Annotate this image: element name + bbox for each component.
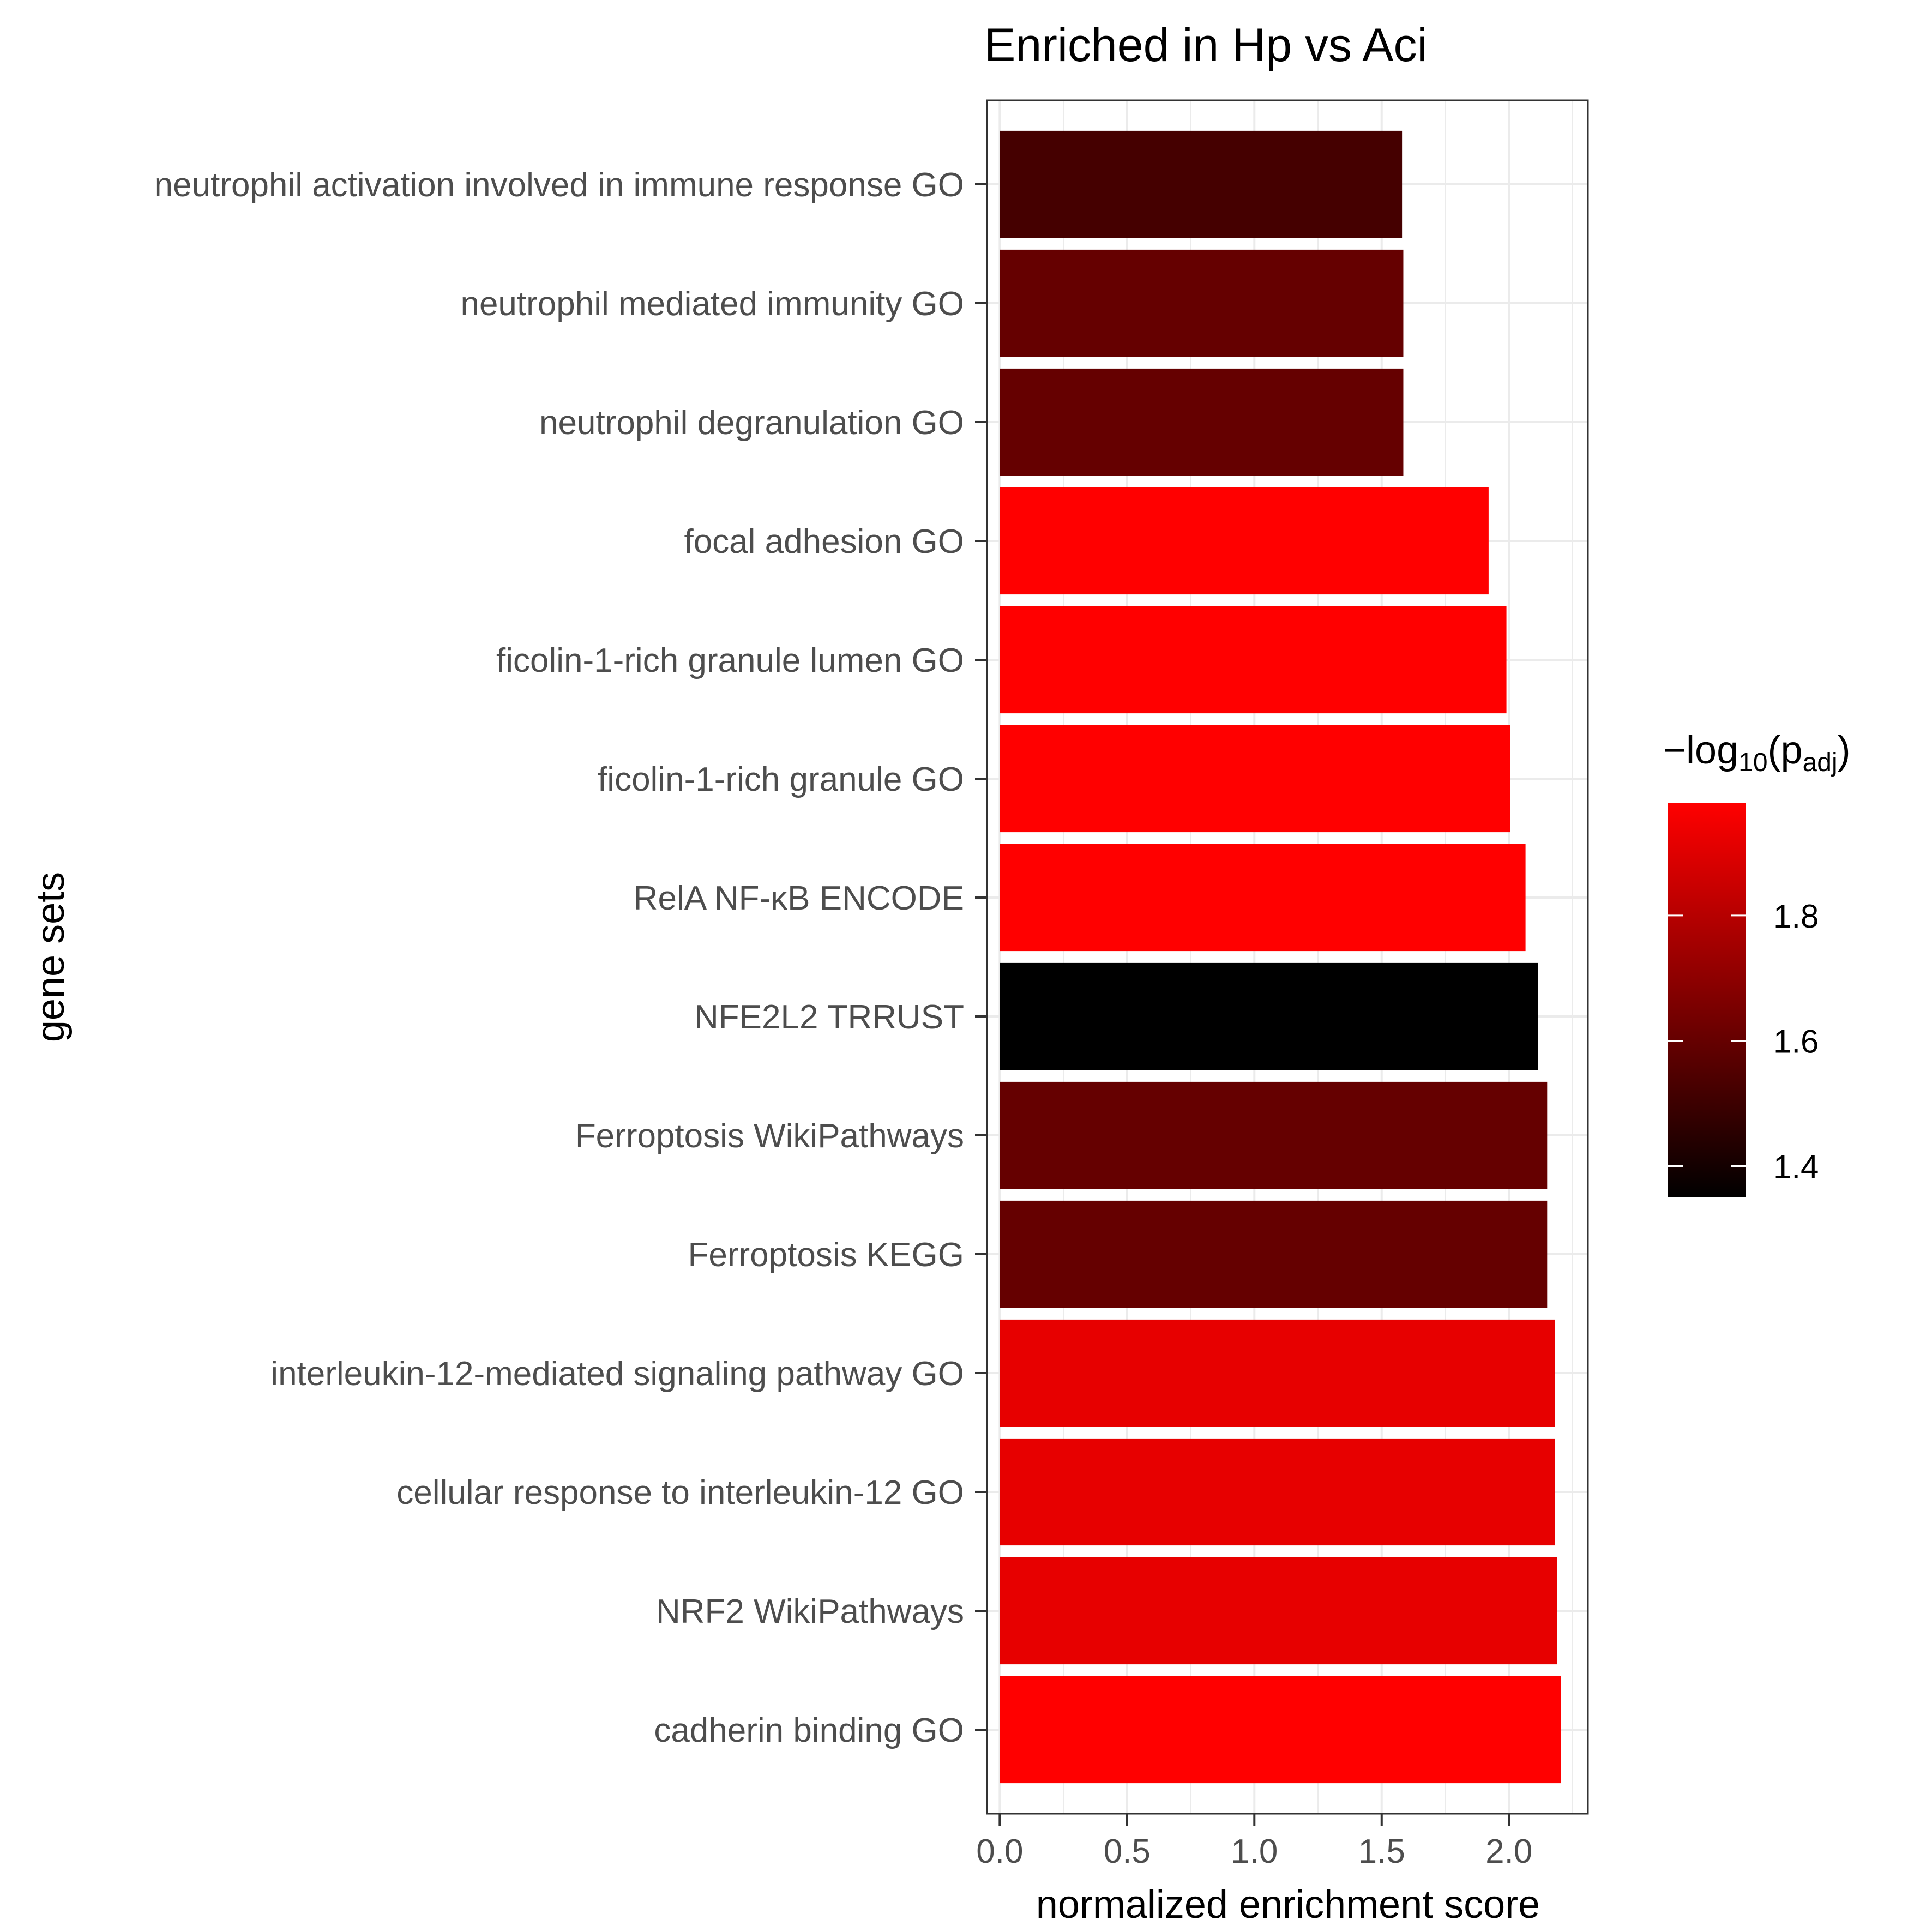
bar (1000, 844, 1526, 952)
y-axis-label: gene sets (29, 872, 73, 1042)
y-axis: neutrophil activation involved in immune… (154, 166, 987, 1749)
bar (1000, 725, 1510, 833)
y-tick-label: Ferroptosis KEGG (688, 1236, 964, 1274)
bar (1000, 1081, 1548, 1189)
x-tick-label: 1.5 (1358, 1833, 1405, 1870)
y-tick-label: focal adhesion GO (684, 523, 964, 561)
y-tick-label: ficolin-1-rich granule GO (598, 761, 964, 798)
y-tick-label: neutrophil activation involved in immune… (154, 166, 964, 204)
y-tick-label: NRF2 WikiPathways (656, 1593, 964, 1630)
bar (1000, 1319, 1555, 1427)
bar (1000, 1557, 1557, 1665)
bar (1000, 1676, 1561, 1784)
plot-panel-border (986, 99, 1589, 1815)
y-tick-label: RelA NF-κB ENCODE (634, 880, 964, 917)
bar (1000, 130, 1403, 238)
bar (1000, 962, 1538, 1070)
legend-ticks: 1.4 1.6 1.8 (1668, 898, 1819, 1185)
legend-color-bar (1668, 803, 1746, 1197)
grid-lines (987, 100, 1588, 1814)
x-tick-label: 0.5 (1104, 1833, 1151, 1870)
chart-title: Enriched in Hp vs Aci (984, 19, 1428, 71)
y-tick-label: Ferroptosis WikiPathways (575, 1117, 964, 1155)
legend-title-close: ) (1838, 729, 1851, 772)
legend-title-log: log (1686, 729, 1738, 772)
y-tick-label: cellular response to interleukin-12 GO (396, 1474, 964, 1512)
y-tick-label: ficolin-1-rich granule lumen GO (496, 642, 964, 679)
plot-panel-background (987, 100, 1588, 1814)
y-tick-label: cadherin binding GO (654, 1712, 964, 1749)
x-axis: 0.0 0.5 1.0 1.5 2.0 (976, 1814, 1532, 1870)
legend-tick-label: 1.6 (1773, 1024, 1819, 1060)
y-tick-label: interleukin-12-mediated signaling pathwa… (270, 1355, 964, 1393)
y-tick-label: neutrophil mediated immunity GO (460, 285, 964, 323)
legend-title-open: (p (1768, 729, 1803, 772)
y-tick-label: NFE2L2 TRRUST (694, 998, 964, 1036)
legend-title-sub: 10 (1738, 748, 1767, 777)
legend-tick-label: 1.4 (1773, 1149, 1819, 1185)
bars-group (1000, 130, 1561, 1784)
bar (1000, 249, 1404, 357)
x-tick-label: 2.0 (1485, 1833, 1532, 1870)
y-tick-label: neutrophil degranulation GO (539, 404, 964, 442)
x-tick-label: 0.0 (976, 1833, 1023, 1870)
legend-title: −log10(padj) (1663, 729, 1851, 777)
bar (1000, 606, 1507, 714)
legend-tick-label: 1.8 (1773, 898, 1819, 935)
bar (1000, 1438, 1555, 1546)
x-tick-label: 1.0 (1231, 1833, 1278, 1870)
color-legend: −log10(padj) 1.4 1.6 1.8 (1663, 729, 1851, 1197)
legend-title-minus: − (1663, 729, 1686, 772)
legend-title-sub2: adj (1803, 748, 1838, 777)
x-axis-label: normalized enrichment score (1036, 1883, 1540, 1927)
bar (1000, 487, 1489, 595)
bar (1000, 368, 1404, 476)
bar (1000, 1200, 1548, 1308)
